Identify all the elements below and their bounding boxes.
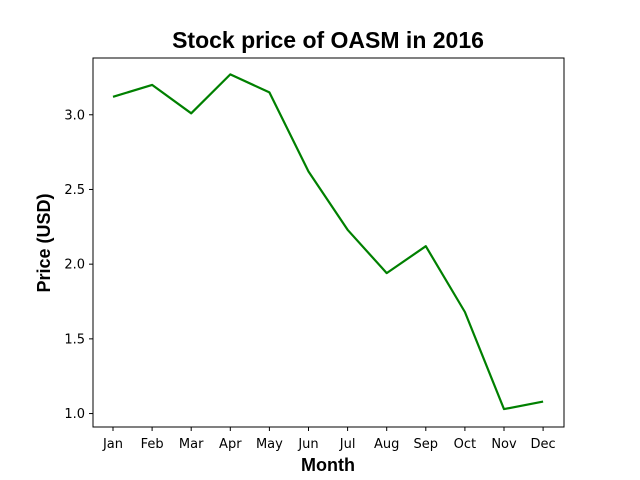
chart-title: Stock price of OASM in 2016 bbox=[172, 27, 484, 53]
y-axis-label: Price (USD) bbox=[34, 193, 54, 292]
x-tick-label: Dec bbox=[531, 437, 556, 452]
x-tick-label: Feb bbox=[141, 437, 164, 452]
series-layer bbox=[112, 73, 544, 411]
x-tick-label: Aug bbox=[374, 437, 399, 452]
y-tick-label: 1.0 bbox=[64, 407, 85, 422]
y-axis-ticks: 1.0 1.5 2.0 2.5 3.0 bbox=[64, 108, 93, 422]
x-axis-ticks: Jan Feb Mar Apr May Jun Jul Aug Sep Oct Nov Dec bbox=[102, 427, 556, 452]
y-tick-label: 3.0 bbox=[64, 108, 85, 123]
x-tick-label: Mar bbox=[179, 437, 204, 452]
plot-area-frame bbox=[92, 57, 565, 428]
x-tick-label: Jan bbox=[102, 437, 123, 452]
x-tick-label: Oct bbox=[454, 437, 476, 452]
price-series-line bbox=[112, 73, 544, 411]
x-tick-label: Sep bbox=[414, 437, 439, 452]
y-tick-label: 2.5 bbox=[64, 183, 85, 198]
x-tick-label: Nov bbox=[491, 437, 517, 452]
x-tick-label: Apr bbox=[219, 437, 242, 452]
y-tick-label: 2.0 bbox=[64, 258, 85, 273]
x-axis-label: Month bbox=[301, 455, 355, 475]
y-tick-label: 1.5 bbox=[64, 332, 85, 347]
x-tick-label: Jul bbox=[339, 437, 356, 452]
x-tick-label: Jun bbox=[297, 437, 318, 452]
x-tick-label: May bbox=[256, 437, 283, 452]
